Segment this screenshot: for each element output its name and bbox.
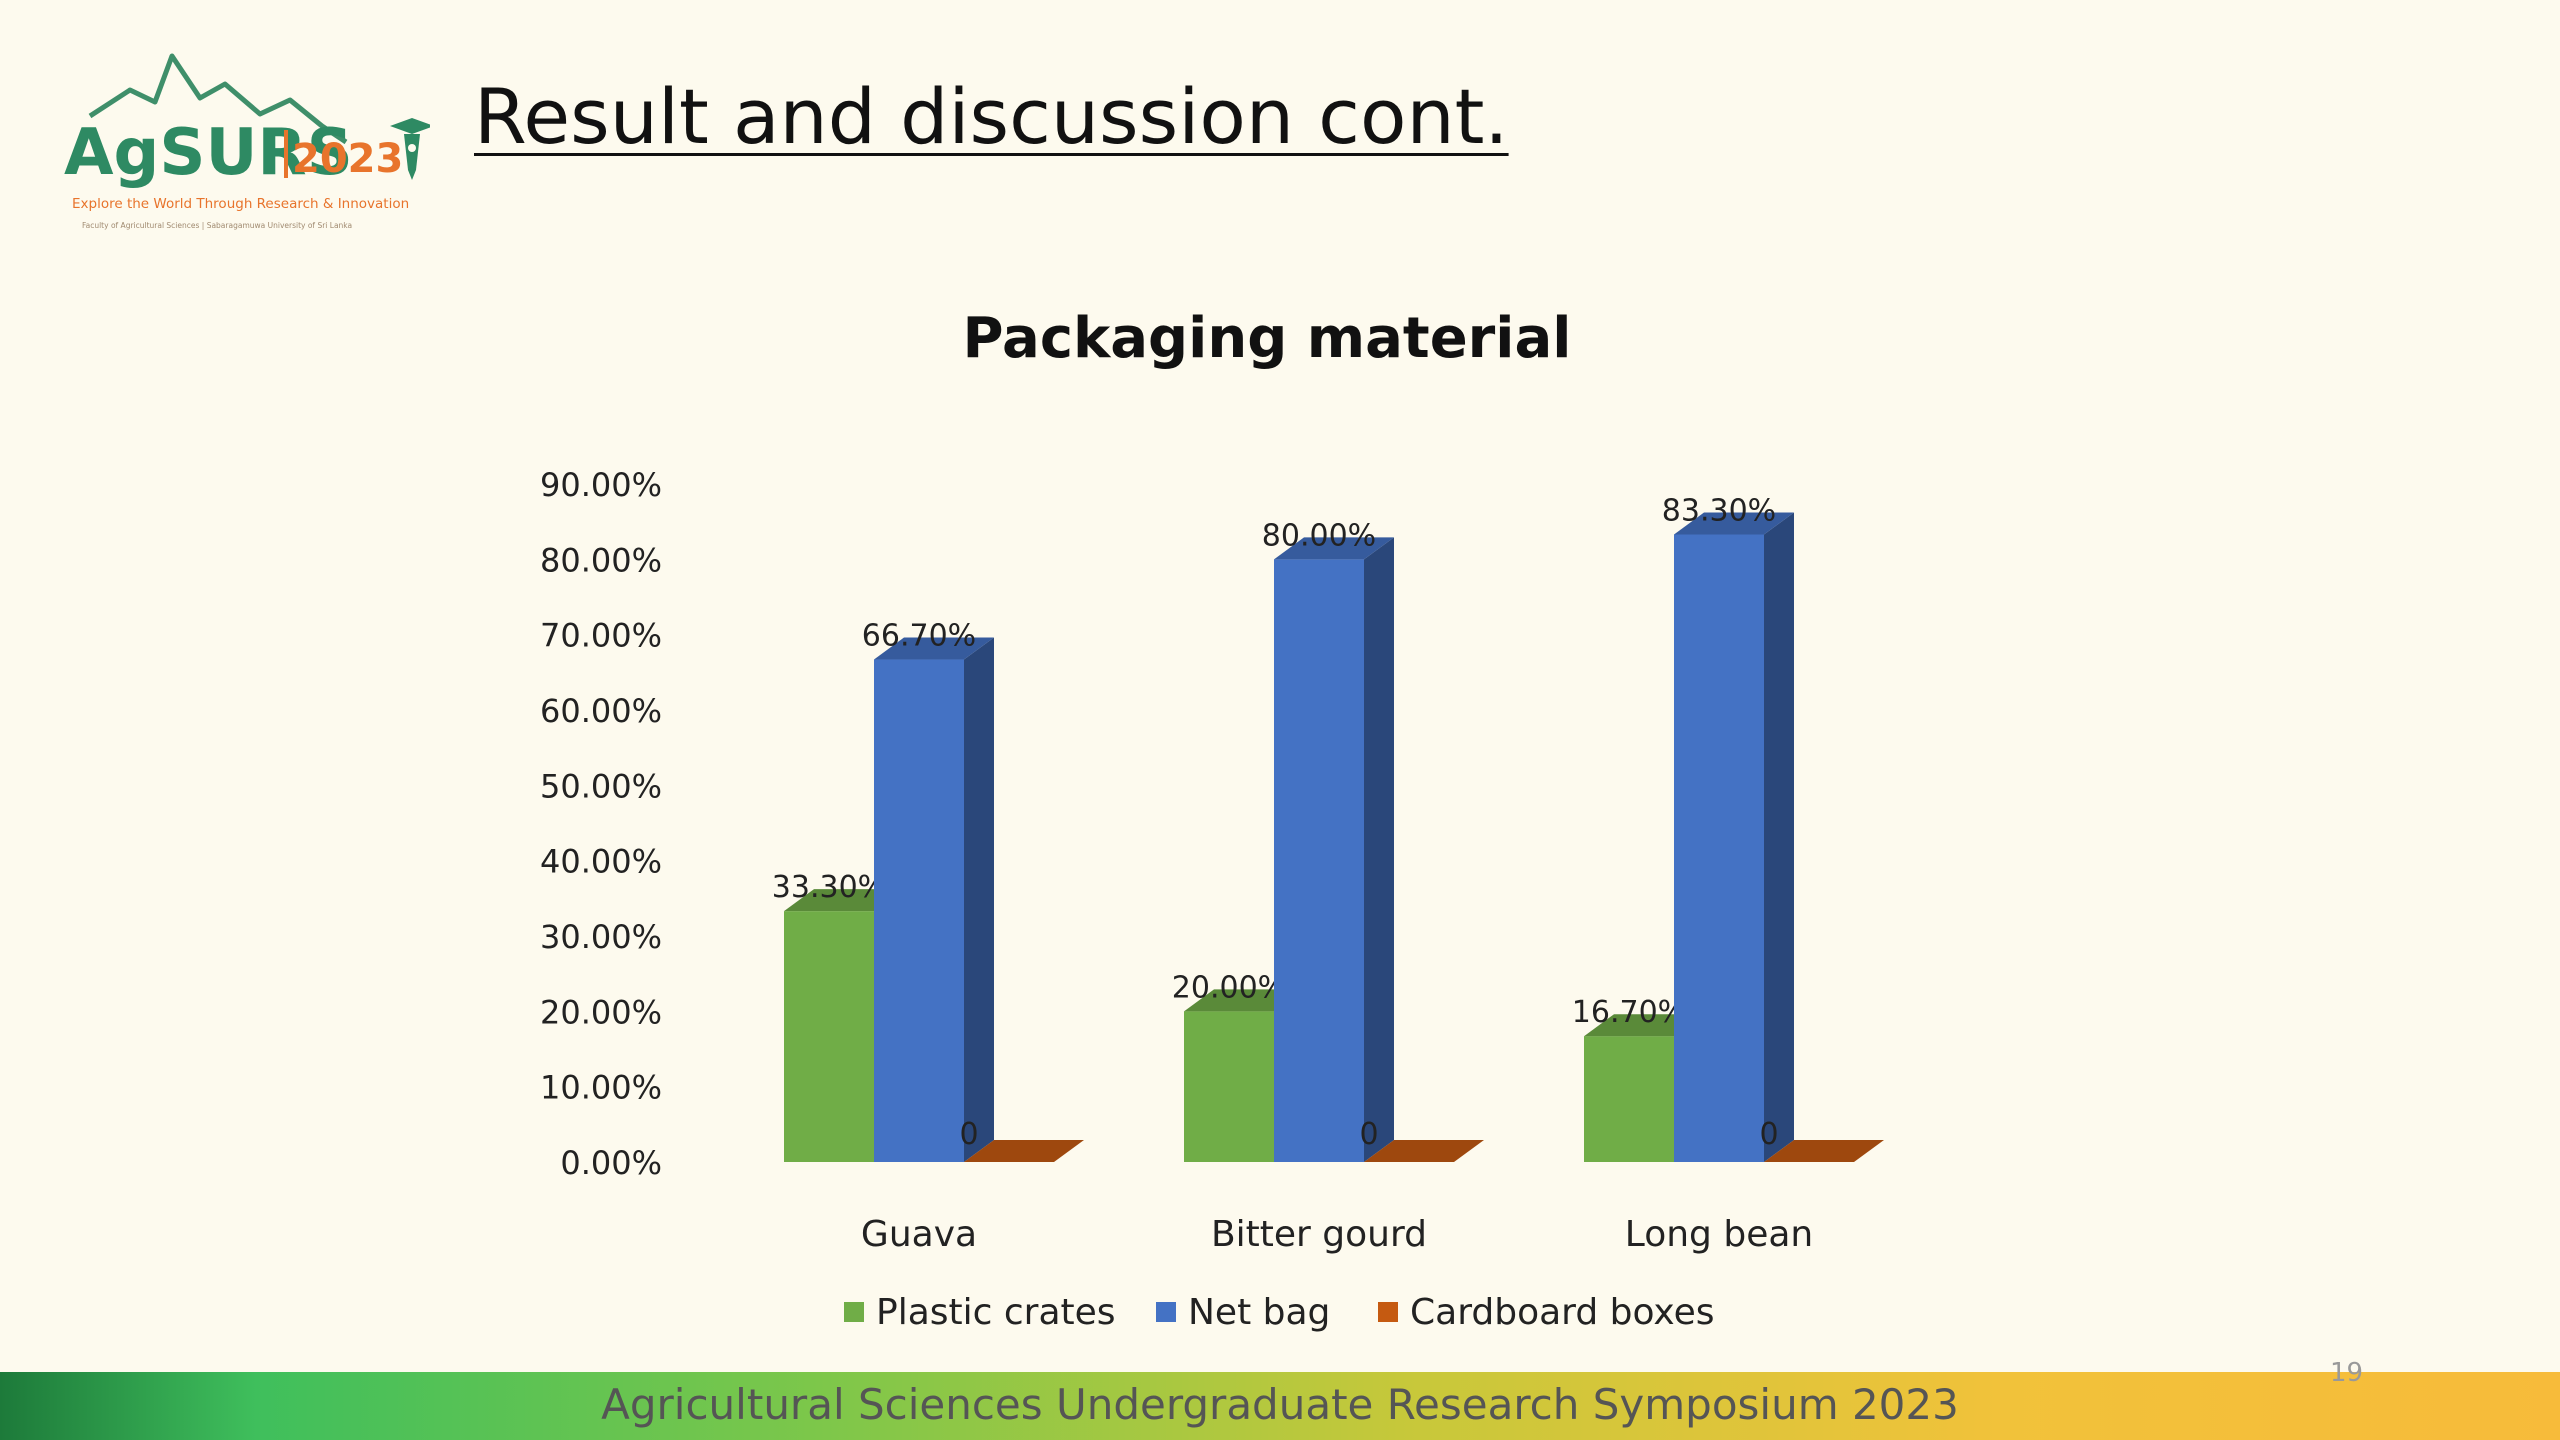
data-label: 33.30% [772,870,886,905]
legend-label: Net bag [1188,1292,1330,1333]
data-label: 83.30% [1662,493,1776,528]
logo-subtagline: Faculty of Agricultural Sciences | Sabar… [82,221,352,230]
packaging-bar-chart: 0.00% 10.00% 20.00% 30.00% 40.00% 50.00% 60.00… [540,466,1884,1333]
bar-net-bag [1674,534,1764,1162]
bar-top-net-bag [1274,537,1394,560]
page-number: 19 [2330,1358,2364,1388]
legend-swatch [1156,1302,1176,1322]
footer-text: Agricultural Sciences Undergraduate Rese… [601,1380,1959,1429]
logo-divider [284,130,288,178]
agsurs-logo: AgSURS 2023 Explore the World Through Re… [64,53,430,230]
data-label: 16.70% [1572,995,1686,1030]
bar-top-net-bag [1674,512,1794,535]
bar-side-net-bag [1364,537,1394,1162]
y-tick-label: 40.00% [540,843,662,881]
bar-top-cardboard-boxes [1364,1140,1484,1162]
y-tick-label: 0.00% [560,1144,662,1182]
x-category-label: Guava [861,1214,977,1255]
legend-label: Plastic crates [876,1292,1116,1333]
logo-year: 2023 [292,136,403,182]
chart-title: Packaging material [962,306,1572,371]
footer-banner [0,1372,2560,1440]
y-tick-label: 80.00% [540,541,662,579]
data-label: 0 [1359,1117,1378,1152]
y-tick-label: 70.00% [540,617,662,655]
data-label: 80.00% [1262,518,1376,553]
y-tick-label: 90.00% [540,466,662,504]
bar-top-cardboard-boxes [1764,1140,1884,1162]
data-label: 66.70% [862,619,976,654]
bar-net-bag [874,659,964,1162]
data-label: 0 [959,1117,978,1152]
legend-label: Cardboard boxes [1410,1292,1715,1333]
bar-side-net-bag [1764,512,1794,1162]
logo-tagline: Explore the World Through Research & Inn… [72,196,409,212]
bar-top-net-bag [874,637,994,660]
data-label: 0 [1759,1117,1778,1152]
legend-swatch [1378,1302,1398,1322]
bar-plastic-crates [784,911,874,1162]
graduation-pen-icon [390,118,430,180]
bar-plastic-crates [1184,1011,1274,1162]
bar-side-net-bag [964,637,994,1162]
bar-top-cardboard-boxes [964,1140,1084,1162]
y-tick-label: 30.00% [540,918,662,956]
logo-wordmark: AgSURS [64,116,353,190]
bar-net-bag [1274,559,1364,1162]
logo-mountains [88,53,348,145]
x-category-label: Long bean [1625,1214,1813,1255]
legend-swatch [844,1302,864,1322]
slide-title: Result and discussion cont. [474,72,1509,161]
bar-plastic-crates [1584,1036,1674,1162]
y-tick-label: 20.00% [540,993,662,1031]
y-tick-label: 60.00% [540,692,662,730]
data-label: 20.00% [1172,970,1286,1005]
x-category-label: Bitter gourd [1211,1214,1427,1255]
y-tick-label: 50.00% [540,767,662,805]
y-tick-label: 10.00% [540,1069,662,1107]
